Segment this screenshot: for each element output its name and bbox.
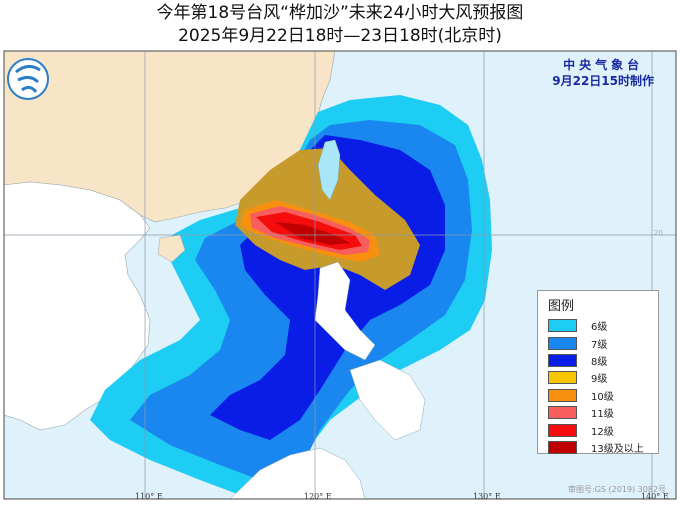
philippines-south-land bbox=[349, 359, 426, 441]
legend-item: 8级 bbox=[548, 352, 658, 369]
longitude-label: 140° E bbox=[641, 492, 669, 501]
wind-swath-13 bbox=[275, 222, 350, 245]
legend-item: 12级 bbox=[548, 421, 658, 438]
cma-logo-icon bbox=[7, 58, 49, 100]
longitude-label: 120° E bbox=[304, 492, 332, 501]
philippines-land bbox=[314, 261, 376, 361]
map-approval-number: 审图号:GS (2019) 3082号 bbox=[568, 485, 667, 494]
taiwan-land bbox=[317, 139, 341, 201]
indochina-land bbox=[4, 181, 151, 431]
legend-swatch bbox=[548, 388, 577, 402]
map-frame bbox=[3, 50, 677, 500]
legend-swatch bbox=[548, 406, 577, 420]
legend-item: 13级及以上 bbox=[548, 439, 658, 456]
legend-swatch bbox=[548, 319, 577, 333]
latitude-label: 20 bbox=[654, 229, 663, 237]
legend-title: 图例 bbox=[548, 299, 575, 314]
borneo-land bbox=[229, 447, 366, 499]
legend-item: 6级 bbox=[548, 317, 658, 334]
legend-label: 13级及以上 bbox=[591, 443, 644, 455]
legend-label: 11级 bbox=[591, 409, 614, 421]
legend-item: 11级 bbox=[548, 404, 658, 421]
legend-swatch bbox=[548, 353, 577, 367]
legend-item: 10级 bbox=[548, 387, 658, 404]
legend-label: 10级 bbox=[591, 391, 614, 403]
map-title: 今年第18号台风“桦加沙”未来24小时大风预报图 bbox=[156, 3, 524, 23]
legend-swatch bbox=[548, 423, 577, 437]
legend-label: 12级 bbox=[591, 426, 614, 438]
legend-label: 8级 bbox=[591, 356, 608, 368]
hainan-land bbox=[157, 234, 186, 263]
longitude-label: 110° E bbox=[135, 492, 163, 501]
agency-name: 中央气象台 bbox=[563, 58, 644, 72]
legend-swatch bbox=[548, 336, 577, 350]
map-subtitle: 2025年9月22日18时—23日18时(北京时) bbox=[178, 26, 502, 46]
legend: 图例 6级 7级 8级 9级 10级 11级 12级 13级及以上 bbox=[537, 290, 659, 456]
graticule bbox=[4, 51, 676, 499]
legend-swatch bbox=[548, 440, 577, 454]
legend-item: 9级 bbox=[548, 369, 658, 386]
legend-item: 7级 bbox=[548, 334, 658, 351]
legend-label: 7级 bbox=[591, 339, 608, 351]
legend-label: 9级 bbox=[591, 374, 608, 386]
agency-label: 中央气象台 9月22日15时制作 bbox=[552, 57, 654, 89]
legend-label: 6级 bbox=[591, 322, 608, 334]
legend-swatch bbox=[548, 371, 577, 385]
longitude-label: 130° E bbox=[473, 492, 501, 501]
issue-time: 9月22日15时制作 bbox=[552, 74, 654, 88]
